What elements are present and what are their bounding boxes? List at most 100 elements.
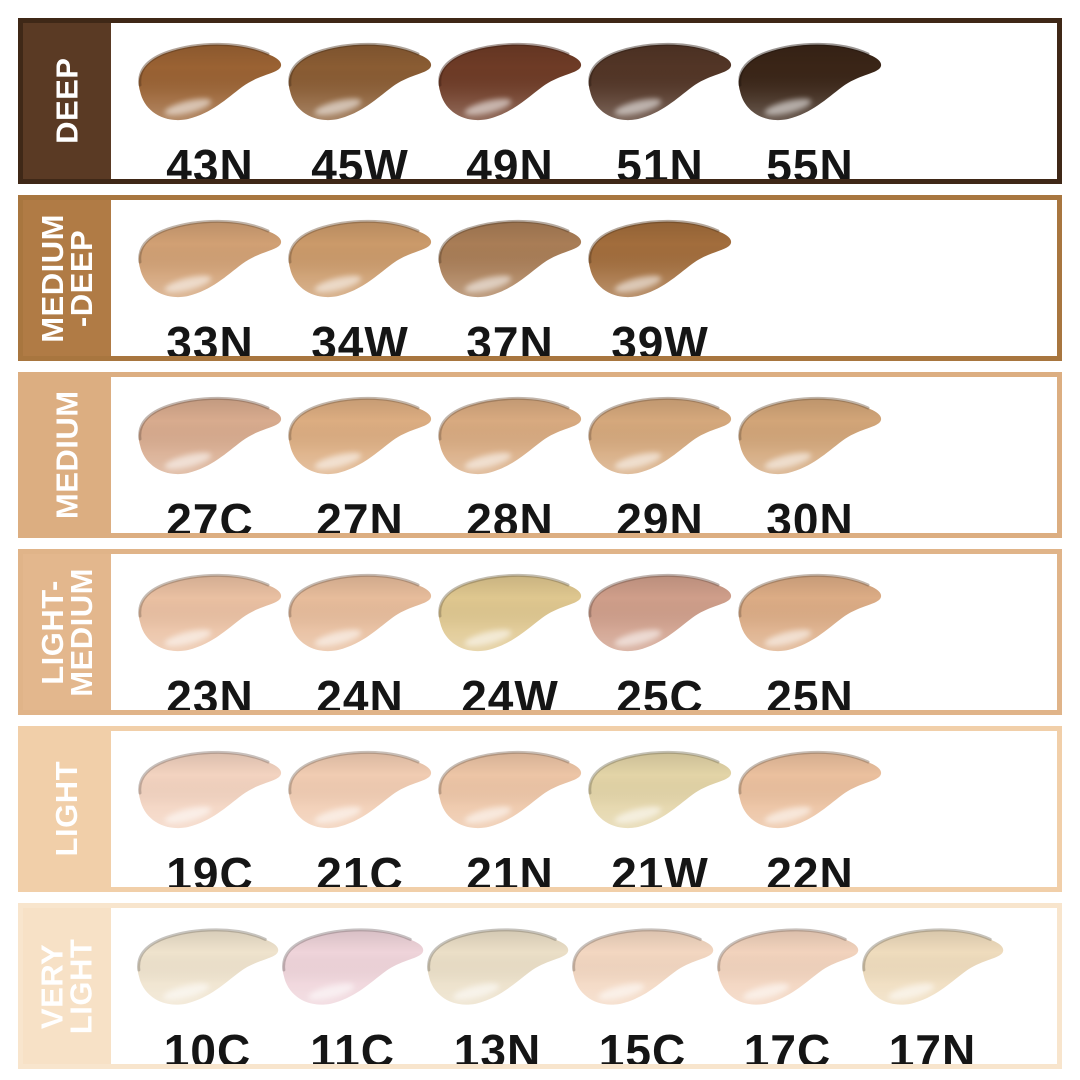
shade-code-label: 49N <box>466 140 554 179</box>
shade-row-content: 43N 45W 49N 51N 55N <box>111 23 1057 179</box>
shade-code-label: 27C <box>166 494 254 533</box>
shade-swatch-cell: 29N <box>585 385 735 533</box>
shade-swatch-cell: 43N <box>135 31 285 179</box>
shade-swatch-cell: 28N <box>435 385 585 533</box>
shade-code-label: 51N <box>616 140 704 179</box>
foundation-smear-icon <box>438 219 582 298</box>
shade-swatch-cell: 10C <box>135 916 280 1064</box>
shade-swatch-cell: 15C <box>570 916 715 1064</box>
shade-code-label: 25C <box>616 671 704 710</box>
shade-code-label: 21N <box>466 848 554 887</box>
shade-code-label: 24W <box>461 671 559 710</box>
shade-code-label: 34W <box>311 317 409 356</box>
foundation-smear-icon <box>438 573 582 652</box>
shade-swatch-cell: 21W <box>585 739 735 887</box>
shade-swatch-cell: 13N <box>425 916 570 1064</box>
shade-code-label: 11C <box>310 1025 395 1064</box>
shade-group-label: DEEP <box>49 57 85 145</box>
shade-group-sidebar: LIGHT- MEDIUM <box>23 554 111 710</box>
shade-swatch-cell: 24N <box>285 562 435 710</box>
shade-swatch-cell: 51N <box>585 31 735 179</box>
foundation-smear-icon <box>136 928 278 1005</box>
shade-group-label: LIGHT- MEDIUM <box>34 567 99 697</box>
foundation-smear-icon <box>571 928 713 1005</box>
shade-row-content: 27C 27N 28N 29N 30N <box>111 377 1057 533</box>
shade-code-label: 28N <box>466 494 554 533</box>
shade-swatch-cell: 37N <box>435 208 585 356</box>
shade-swatch-cell: 30N <box>735 385 885 533</box>
shade-swatch-cell: 27N <box>285 385 435 533</box>
foundation-smear-icon <box>588 573 732 652</box>
shade-swatch-cell: 22N <box>735 739 885 887</box>
foundation-smear-icon <box>288 750 432 829</box>
shade-group-label: MEDIUM -DEEP <box>34 213 99 343</box>
shade-swatch-cell: 49N <box>435 31 585 179</box>
shade-code-label: 27N <box>316 494 404 533</box>
foundation-smear-icon <box>738 750 882 829</box>
foundation-smear-icon <box>588 42 732 121</box>
shade-code-label: 15C <box>598 1025 687 1064</box>
shade-code-label: 17C <box>743 1025 832 1064</box>
shade-swatch-cell: 24W <box>435 562 585 710</box>
shade-code-label: 45W <box>311 140 409 179</box>
shade-row-content: 33N 34W 37N 39W <box>111 200 1057 356</box>
shade-code-label: 43N <box>166 140 254 179</box>
shade-swatch-cell: 45W <box>285 31 435 179</box>
shade-row-medium-deep: MEDIUM -DEEP 33N 34W 37N 39W <box>18 195 1062 361</box>
shade-group-sidebar: LIGHT <box>23 731 111 887</box>
shade-row-deep: DEEP 43N 45W 49N 51N 55N <box>18 18 1062 184</box>
foundation-smear-icon <box>288 573 432 652</box>
foundation-smear-icon <box>861 928 1003 1005</box>
shade-swatch-cell: 33N <box>135 208 285 356</box>
shade-row-very-light: VERY LIGHT 10C 11C 13N 15C 17C 17N <box>18 903 1062 1069</box>
shade-group-sidebar: MEDIUM -DEEP <box>23 200 111 356</box>
shade-swatch-cell: 21N <box>435 739 585 887</box>
shade-code-label: 24N <box>316 671 404 710</box>
shade-swatch-cell: 27C <box>135 385 285 533</box>
shade-group-sidebar: VERY LIGHT <box>23 908 111 1064</box>
shade-swatch-cell: 17N <box>860 916 1005 1064</box>
foundation-smear-icon <box>138 219 282 298</box>
shade-code-label: 30N <box>766 494 854 533</box>
foundation-smear-icon <box>281 928 423 1005</box>
foundation-smear-icon <box>138 42 282 121</box>
shade-group-label: MEDIUM <box>49 390 85 520</box>
shade-code-label: 22N <box>766 848 854 887</box>
shade-code-label: 13N <box>453 1025 542 1064</box>
shade-code-label: 17N <box>888 1025 977 1064</box>
foundation-smear-icon <box>138 573 282 652</box>
foundation-smear-icon <box>738 573 882 652</box>
shade-code-label: 23N <box>166 671 254 710</box>
shade-swatch-cell: 19C <box>135 739 285 887</box>
shade-swatch-cell: 11C <box>280 916 425 1064</box>
foundation-smear-icon <box>438 750 582 829</box>
shade-code-label: 55N <box>766 140 854 179</box>
shade-code-label: 37N <box>466 317 554 356</box>
foundation-smear-icon <box>588 750 732 829</box>
shade-row-content: 19C 21C 21N 21W 22N <box>111 731 1057 887</box>
foundation-smear-icon <box>716 928 858 1005</box>
foundation-smear-icon <box>288 219 432 298</box>
shade-swatch-cell: 25C <box>585 562 735 710</box>
shade-group-label: LIGHT <box>49 761 85 857</box>
shade-code-label: 19C <box>166 848 254 887</box>
foundation-smear-icon <box>738 396 882 475</box>
shade-swatch-cell: 39W <box>585 208 735 356</box>
shade-swatch-cell: 25N <box>735 562 885 710</box>
shade-row-content: 23N 24N 24W 25C 25N <box>111 554 1057 710</box>
foundation-smear-icon <box>426 928 568 1005</box>
shade-swatch-cell: 55N <box>735 31 885 179</box>
shade-swatch-cell: 34W <box>285 208 435 356</box>
shade-group-label: VERY LIGHT <box>34 938 99 1034</box>
shade-code-label: 39W <box>611 317 709 356</box>
shade-code-label: 25N <box>766 671 854 710</box>
foundation-smear-icon <box>138 750 282 829</box>
shade-swatch-cell: 17C <box>715 916 860 1064</box>
shade-code-label: 21W <box>611 848 709 887</box>
foundation-smear-icon <box>438 42 582 121</box>
shade-group-sidebar: DEEP <box>23 23 111 179</box>
foundation-smear-icon <box>738 42 882 121</box>
shade-row-light-medium: LIGHT- MEDIUM 23N 24N 24W 25C 25N <box>18 549 1062 715</box>
shade-row-medium: MEDIUM 27C 27N 28N 29N 30N <box>18 372 1062 538</box>
